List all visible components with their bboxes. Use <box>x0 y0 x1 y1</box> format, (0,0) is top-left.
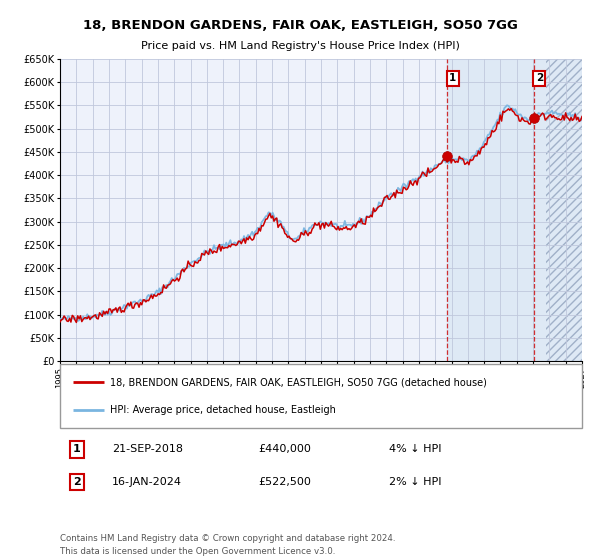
FancyBboxPatch shape <box>60 364 582 428</box>
Bar <box>546 59 582 361</box>
Text: 2: 2 <box>73 477 81 487</box>
Text: 21-SEP-2018: 21-SEP-2018 <box>112 445 183 454</box>
Text: Price paid vs. HM Land Registry's House Price Index (HPI): Price paid vs. HM Land Registry's House … <box>140 41 460 52</box>
Text: 2% ↓ HPI: 2% ↓ HPI <box>389 477 442 487</box>
Bar <box>546 59 582 361</box>
Text: Contains HM Land Registry data © Crown copyright and database right 2024.: Contains HM Land Registry data © Crown c… <box>60 534 395 543</box>
Text: 4% ↓ HPI: 4% ↓ HPI <box>389 445 442 454</box>
Text: This data is licensed under the Open Government Licence v3.0.: This data is licensed under the Open Gov… <box>60 547 335 556</box>
Text: 18, BRENDON GARDENS, FAIR OAK, EASTLEIGH, SO50 7GG (detached house): 18, BRENDON GARDENS, FAIR OAK, EASTLEIGH… <box>110 377 487 387</box>
Text: 18, BRENDON GARDENS, FAIR OAK, EASTLEIGH, SO50 7GG: 18, BRENDON GARDENS, FAIR OAK, EASTLEIGH… <box>83 18 517 32</box>
Text: £440,000: £440,000 <box>259 445 311 454</box>
Text: HPI: Average price, detached house, Eastleigh: HPI: Average price, detached house, East… <box>110 405 335 416</box>
Text: 1: 1 <box>449 73 456 83</box>
Bar <box>447 59 582 361</box>
Text: 1: 1 <box>73 445 81 454</box>
Text: £522,500: £522,500 <box>259 477 311 487</box>
Text: 2: 2 <box>536 73 543 83</box>
Text: 16-JAN-2024: 16-JAN-2024 <box>112 477 182 487</box>
